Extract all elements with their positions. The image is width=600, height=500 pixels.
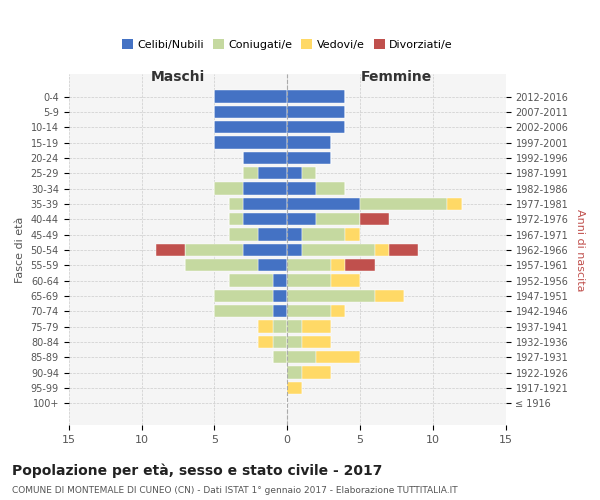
Bar [302, 228, 346, 240]
Bar [287, 336, 302, 348]
Bar [287, 167, 302, 179]
Bar [272, 274, 287, 286]
Text: Popolazione per età, sesso e stato civile - 2017: Popolazione per età, sesso e stato civil… [12, 463, 382, 477]
Bar [244, 167, 258, 179]
Bar [331, 305, 346, 318]
Bar [185, 259, 258, 272]
Bar [287, 305, 331, 318]
Bar [272, 290, 287, 302]
Bar [287, 351, 316, 364]
Bar [287, 152, 331, 164]
Bar [258, 259, 287, 272]
Y-axis label: Anni di nascita: Anni di nascita [575, 208, 585, 291]
Bar [302, 320, 331, 332]
Bar [258, 228, 287, 240]
Bar [287, 213, 316, 226]
Bar [244, 213, 287, 226]
Bar [287, 136, 331, 148]
Bar [258, 336, 272, 348]
Bar [214, 90, 287, 102]
Bar [287, 320, 302, 332]
Bar [316, 351, 360, 364]
Bar [156, 244, 185, 256]
Bar [287, 228, 302, 240]
Bar [287, 366, 302, 378]
Bar [244, 152, 287, 164]
Bar [360, 198, 448, 210]
Bar [302, 366, 331, 378]
Bar [316, 213, 360, 226]
Bar [346, 228, 360, 240]
Bar [214, 136, 287, 148]
Bar [214, 290, 272, 302]
Bar [374, 290, 404, 302]
Bar [214, 106, 287, 118]
Bar [214, 182, 244, 194]
Bar [229, 213, 244, 226]
Bar [287, 274, 331, 286]
Bar [229, 228, 258, 240]
Bar [287, 121, 346, 134]
Bar [229, 198, 244, 210]
Bar [448, 198, 462, 210]
Bar [272, 305, 287, 318]
Bar [244, 198, 287, 210]
Bar [214, 121, 287, 134]
Bar [287, 106, 346, 118]
Bar [287, 244, 302, 256]
Bar [287, 259, 331, 272]
Bar [346, 259, 374, 272]
Bar [272, 320, 287, 332]
Bar [287, 382, 302, 394]
Legend: Celibi/Nubili, Coniugati/e, Vedovi/e, Divorziati/e: Celibi/Nubili, Coniugati/e, Vedovi/e, Di… [117, 34, 457, 54]
Bar [374, 244, 389, 256]
Bar [302, 244, 374, 256]
Text: Femmine: Femmine [361, 70, 432, 85]
Bar [258, 167, 287, 179]
Bar [360, 213, 389, 226]
Bar [287, 90, 346, 102]
Y-axis label: Fasce di età: Fasce di età [15, 216, 25, 283]
Bar [316, 182, 346, 194]
Bar [185, 244, 244, 256]
Bar [302, 167, 316, 179]
Bar [229, 274, 272, 286]
Bar [272, 336, 287, 348]
Bar [272, 351, 287, 364]
Text: COMUNE DI MONTEMALE DI CUNEO (CN) - Dati ISTAT 1° gennaio 2017 - Elaborazione TU: COMUNE DI MONTEMALE DI CUNEO (CN) - Dati… [12, 486, 458, 495]
Bar [214, 305, 272, 318]
Text: Maschi: Maschi [151, 70, 205, 85]
Bar [287, 182, 316, 194]
Bar [302, 336, 331, 348]
Bar [389, 244, 418, 256]
Bar [331, 259, 346, 272]
Bar [287, 198, 360, 210]
Bar [287, 290, 374, 302]
Bar [331, 274, 360, 286]
Bar [258, 320, 272, 332]
Bar [244, 244, 287, 256]
Bar [244, 182, 287, 194]
